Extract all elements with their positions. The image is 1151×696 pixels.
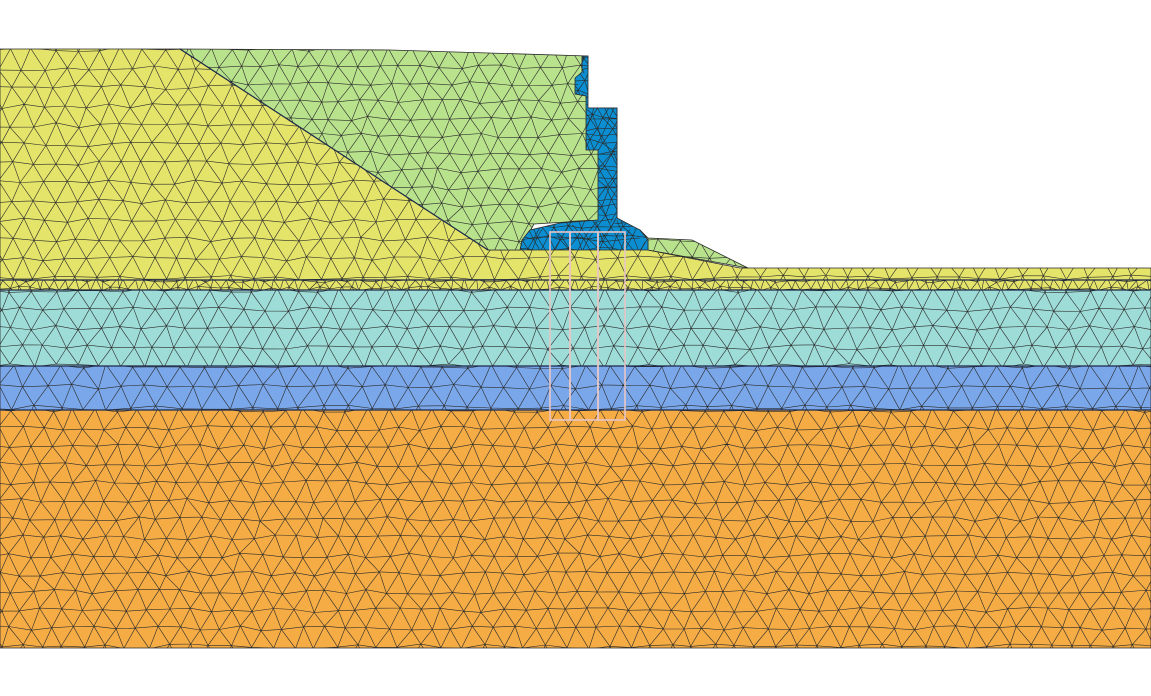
mesh-path [0,290,1151,366]
mesh-lines-clip-base [0,410,1151,648]
mesh-path [0,366,1151,410]
pile-3 [597,231,626,421]
layer-boundary-line [179,48,489,251]
layer-wall [519,55,649,251]
mesh-path [0,410,1151,648]
pile-outlines [549,231,626,421]
mesh-lines-clip-sand [0,366,1151,410]
mesh-lines-clip-clay [0,290,1151,366]
